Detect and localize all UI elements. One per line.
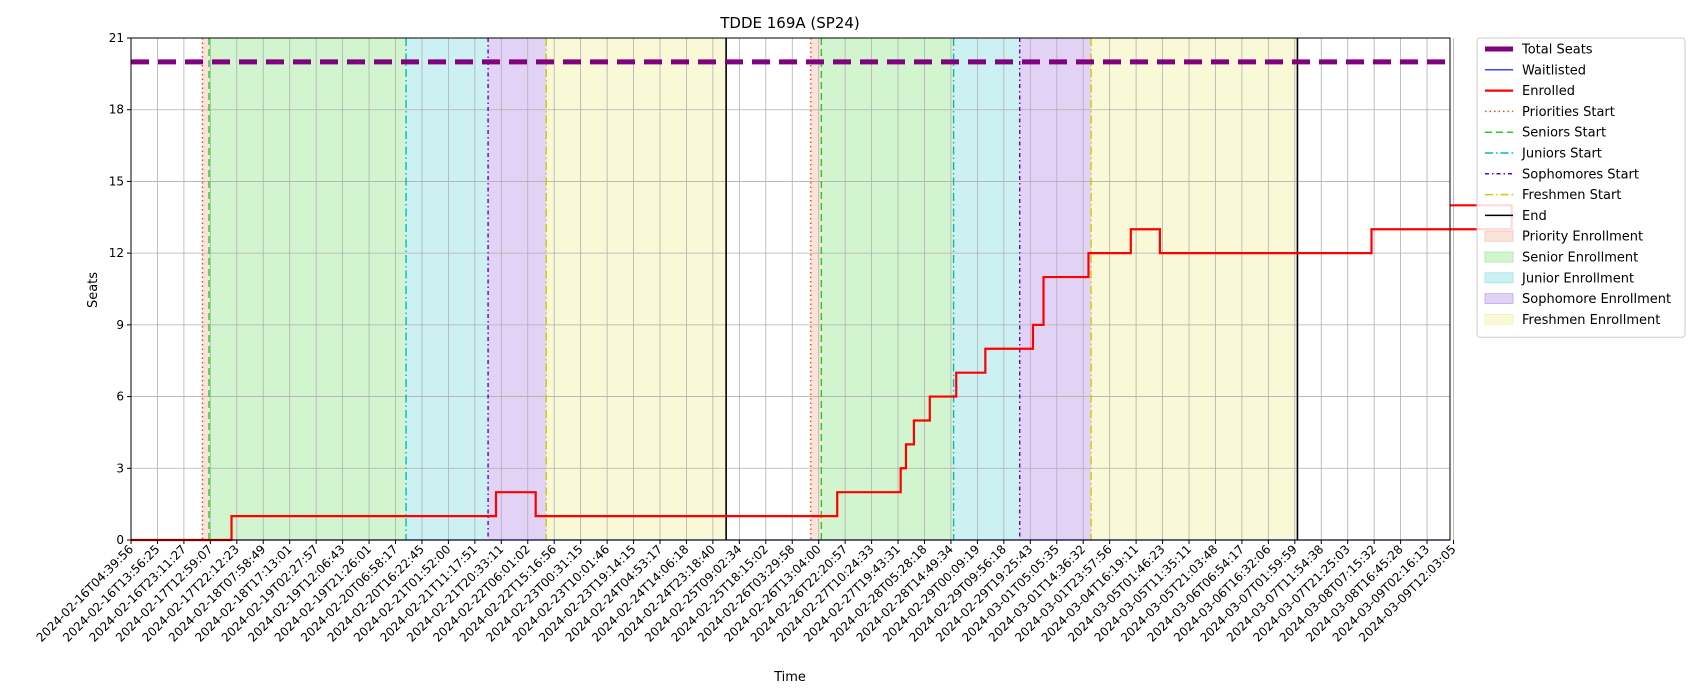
legend-entry-7: Freshmen Start: [1522, 188, 1621, 203]
shade-4-0: [546, 38, 727, 540]
shaded-periods: [202, 38, 1298, 540]
legend-entry-3: Priorities Start: [1522, 105, 1615, 120]
legend-entry-8: End: [1522, 209, 1547, 224]
legend-entry-1: Waitlisted: [1522, 63, 1586, 78]
legend-entry-0: Total Seats: [1521, 43, 1593, 58]
legend-swatch-9: [1484, 230, 1514, 242]
legend-entry-5: Juniors Start: [1521, 147, 1602, 162]
legend-entry-2: Enrolled: [1522, 84, 1575, 99]
legend-swatch-13: [1484, 313, 1514, 325]
legend-swatch-11: [1484, 272, 1514, 284]
shade-3-1: [1019, 38, 1092, 540]
shade-0-1: [810, 38, 822, 540]
shade-1-0: [209, 38, 407, 540]
legend-entry-10: Senior Enrollment: [1522, 251, 1638, 266]
y-tick-label-3: 9: [116, 318, 124, 332]
shade-3-0: [488, 38, 547, 540]
legend-entry-11: Junior Enrollment: [1521, 271, 1634, 286]
x-axis-title: Time: [773, 670, 806, 685]
y-tick-label-6: 18: [109, 103, 124, 117]
legend-swatch-10: [1484, 251, 1514, 263]
y-tick-label-2: 6: [116, 390, 124, 404]
shade-1-1: [821, 38, 954, 540]
y-tick-label-1: 3: [116, 461, 124, 475]
legend-entry-12: Sophomore Enrollment: [1522, 292, 1671, 307]
legend-swatch-12: [1484, 293, 1514, 305]
grid-lines: [130, 37, 1454, 541]
shade-2-0: [406, 38, 489, 540]
vertical-markers: [201, 38, 1299, 540]
legend-entry-13: Freshmen Enrollment: [1522, 313, 1660, 328]
legend-entry-4: Seniors Start: [1522, 126, 1606, 141]
y-tick-label-0: 0: [116, 533, 124, 547]
legend-entry-6: Sophomores Start: [1522, 167, 1639, 182]
y-tick-label-4: 12: [109, 246, 124, 260]
plot-frame: [130, 37, 1451, 541]
legend-entry-9: Priority Enrollment: [1522, 230, 1643, 245]
series-line-2: [131, 204, 1513, 542]
y-axis-title: Seats: [86, 272, 101, 308]
y-tick-label-5: 15: [109, 174, 124, 188]
y-tick-label-7: 21: [109, 31, 124, 45]
chart-title: TDDE 169A (SP24): [719, 14, 860, 32]
shade-2-1: [953, 38, 1020, 540]
legend-box: [1476, 37, 1686, 338]
shade-0-0: [202, 38, 210, 540]
legend: Total Seats Waitlisted Enrolled Priorities …: [1476, 37, 1686, 338]
shade-4-1: [1091, 38, 1298, 540]
y-axis-ticks: 0 3 6 9 12 15 18 21: [109, 31, 131, 547]
